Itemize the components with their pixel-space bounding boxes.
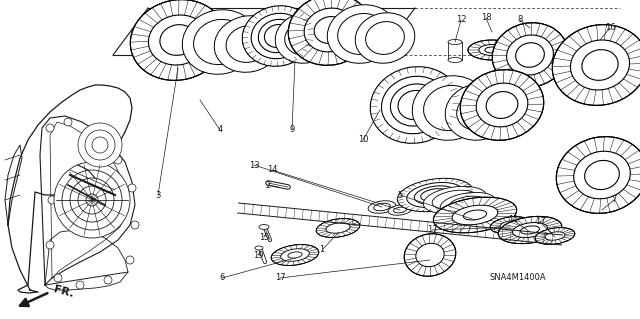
Text: 10: 10 xyxy=(358,136,368,145)
Ellipse shape xyxy=(412,76,488,140)
Ellipse shape xyxy=(259,19,298,53)
Ellipse shape xyxy=(338,13,387,55)
Ellipse shape xyxy=(271,245,319,265)
Circle shape xyxy=(54,162,130,238)
Ellipse shape xyxy=(182,10,258,74)
Ellipse shape xyxy=(449,196,487,212)
Ellipse shape xyxy=(259,225,269,229)
Text: 7: 7 xyxy=(611,196,617,204)
Ellipse shape xyxy=(490,217,530,234)
Ellipse shape xyxy=(275,13,335,63)
Text: 13: 13 xyxy=(249,160,259,169)
Ellipse shape xyxy=(432,190,478,210)
Circle shape xyxy=(86,194,98,206)
Ellipse shape xyxy=(214,16,282,72)
Text: 17: 17 xyxy=(534,218,545,226)
Ellipse shape xyxy=(242,6,314,66)
Ellipse shape xyxy=(327,5,397,63)
Text: 9: 9 xyxy=(289,125,294,135)
Text: 17: 17 xyxy=(275,273,285,283)
Circle shape xyxy=(76,281,84,289)
Ellipse shape xyxy=(407,182,463,208)
Text: 4: 4 xyxy=(218,125,223,135)
Text: 14: 14 xyxy=(267,166,277,174)
Ellipse shape xyxy=(552,25,640,105)
Circle shape xyxy=(104,276,112,284)
Circle shape xyxy=(54,274,62,282)
Ellipse shape xyxy=(226,26,270,63)
Ellipse shape xyxy=(556,137,640,213)
Ellipse shape xyxy=(381,76,449,134)
Circle shape xyxy=(62,170,122,230)
Ellipse shape xyxy=(288,0,372,65)
Circle shape xyxy=(114,156,122,164)
Circle shape xyxy=(70,178,114,222)
Ellipse shape xyxy=(423,186,487,214)
Text: 8: 8 xyxy=(517,16,523,25)
Text: 17: 17 xyxy=(427,226,437,234)
Ellipse shape xyxy=(448,40,462,44)
Ellipse shape xyxy=(499,216,562,244)
Text: 19: 19 xyxy=(253,250,263,259)
Text: SNA4M1400A: SNA4M1400A xyxy=(490,273,547,283)
Ellipse shape xyxy=(468,40,516,60)
Ellipse shape xyxy=(433,197,516,233)
Ellipse shape xyxy=(285,21,325,55)
Text: FR.: FR. xyxy=(52,285,74,300)
Circle shape xyxy=(78,123,122,167)
Circle shape xyxy=(92,137,108,153)
Circle shape xyxy=(128,184,136,192)
Ellipse shape xyxy=(131,0,226,80)
Ellipse shape xyxy=(255,246,263,250)
Circle shape xyxy=(91,131,99,139)
Text: 16: 16 xyxy=(605,24,615,33)
Circle shape xyxy=(78,186,106,214)
Ellipse shape xyxy=(355,13,415,63)
Ellipse shape xyxy=(445,84,511,140)
Ellipse shape xyxy=(394,207,406,213)
Circle shape xyxy=(85,130,115,160)
Ellipse shape xyxy=(388,205,412,215)
Text: 11: 11 xyxy=(508,216,518,225)
Text: 3: 3 xyxy=(156,190,161,199)
Ellipse shape xyxy=(460,70,544,140)
Ellipse shape xyxy=(448,57,462,63)
Text: 1: 1 xyxy=(319,246,324,255)
Text: 18: 18 xyxy=(481,13,492,23)
Ellipse shape xyxy=(264,25,292,48)
Ellipse shape xyxy=(368,201,396,213)
Ellipse shape xyxy=(420,189,449,201)
Text: 15: 15 xyxy=(259,233,269,241)
Ellipse shape xyxy=(390,84,440,126)
Ellipse shape xyxy=(492,23,568,87)
Circle shape xyxy=(64,118,72,126)
Circle shape xyxy=(46,124,54,132)
Text: 6: 6 xyxy=(220,273,225,283)
Ellipse shape xyxy=(457,94,499,130)
Text: 2: 2 xyxy=(266,181,271,189)
Ellipse shape xyxy=(193,19,246,65)
Ellipse shape xyxy=(398,90,432,120)
Ellipse shape xyxy=(404,234,456,276)
Ellipse shape xyxy=(365,22,404,55)
Ellipse shape xyxy=(316,219,360,237)
Circle shape xyxy=(131,221,139,229)
Ellipse shape xyxy=(440,192,496,216)
Ellipse shape xyxy=(414,186,456,204)
Ellipse shape xyxy=(424,85,476,130)
Text: 12: 12 xyxy=(456,16,467,25)
Circle shape xyxy=(126,256,134,264)
Ellipse shape xyxy=(371,67,460,143)
Text: 5: 5 xyxy=(397,190,403,199)
Circle shape xyxy=(48,196,56,204)
Ellipse shape xyxy=(251,13,305,59)
Ellipse shape xyxy=(397,178,473,212)
Circle shape xyxy=(46,241,54,249)
Ellipse shape xyxy=(535,227,575,244)
Ellipse shape xyxy=(374,203,390,211)
